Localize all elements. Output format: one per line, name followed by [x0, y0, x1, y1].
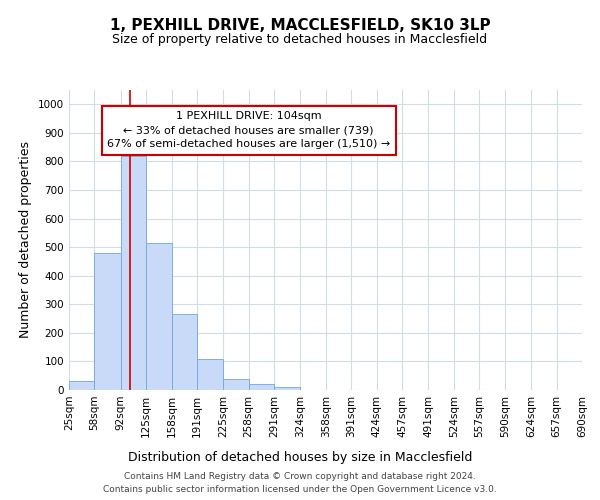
Text: 1 PEXHILL DRIVE: 104sqm
← 33% of detached houses are smaller (739)
67% of semi-d: 1 PEXHILL DRIVE: 104sqm ← 33% of detache… [107, 112, 391, 150]
Bar [172, 314, 197, 390]
Text: Size of property relative to detached houses in Macclesfield: Size of property relative to detached ho… [112, 32, 488, 46]
Bar [94, 253, 121, 390]
Bar [121, 156, 146, 390]
Bar [197, 358, 223, 390]
Bar [146, 243, 172, 390]
Bar [69, 382, 94, 390]
Bar [223, 378, 249, 390]
Bar [274, 387, 299, 390]
Text: 1, PEXHILL DRIVE, MACCLESFIELD, SK10 3LP: 1, PEXHILL DRIVE, MACCLESFIELD, SK10 3LP [110, 18, 490, 32]
Text: Contains HM Land Registry data © Crown copyright and database right 2024.: Contains HM Land Registry data © Crown c… [124, 472, 476, 481]
Bar [249, 384, 274, 390]
Text: Distribution of detached houses by size in Macclesfield: Distribution of detached houses by size … [128, 451, 472, 464]
Y-axis label: Number of detached properties: Number of detached properties [19, 142, 32, 338]
Text: Contains public sector information licensed under the Open Government Licence v3: Contains public sector information licen… [103, 485, 497, 494]
